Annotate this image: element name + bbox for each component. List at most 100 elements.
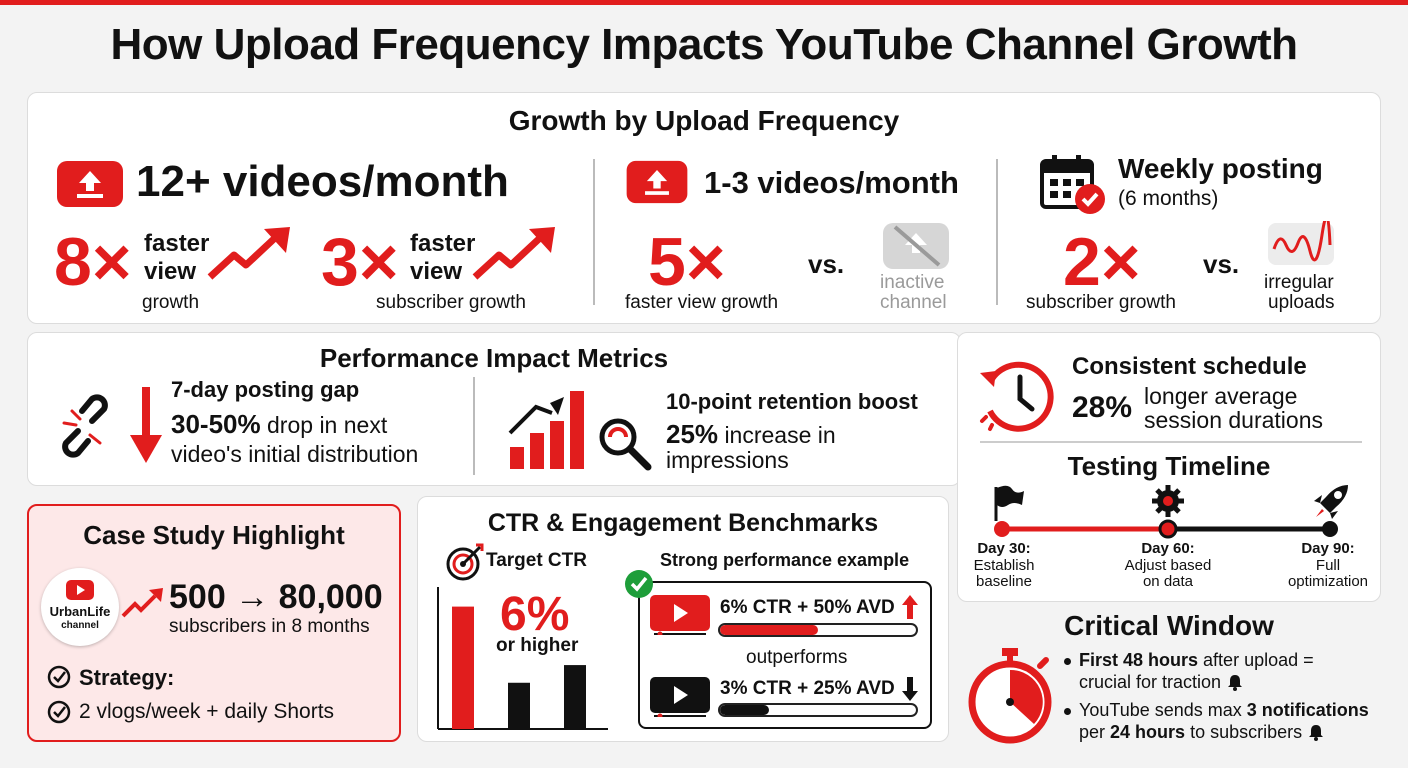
- consistent-line-2: session durations: [1144, 407, 1323, 433]
- timeline-step-line2: on data: [1142, 573, 1194, 590]
- channel-logo: UrbanLife channel: [41, 568, 119, 646]
- rising-bars-icon: [508, 391, 584, 469]
- timeline-step-2: Day 60: Adjust based on data: [1108, 540, 1228, 591]
- weekly-multiplier: 2×: [1063, 224, 1141, 300]
- growth-divider-2: [996, 159, 998, 305]
- timeline-step-day: Day 60:: [1141, 540, 1195, 557]
- high-view-label-3: growth: [142, 292, 200, 313]
- target-sub: or higher: [496, 635, 579, 656]
- case-study-card: Case Study Highlight UrbanLife channel 5…: [27, 504, 401, 742]
- channel-logo-sub: channel: [61, 620, 99, 631]
- stopwatch-icon: [968, 648, 1052, 744]
- bullet-dot: [1064, 657, 1071, 665]
- strategy-label: Strategy:: [79, 665, 175, 690]
- timeline-step-line1: Adjust based: [1124, 556, 1212, 574]
- upload-icon: [626, 160, 688, 204]
- trend-up-arrow-icon: [121, 588, 163, 618]
- wave-icon: [1268, 221, 1334, 265]
- growth-title: Growth by Upload Frequency: [508, 105, 900, 136]
- timeline-step-day: Day 90:: [1301, 540, 1355, 557]
- page-title: How Upload Frequency Impacts YouTube Cha…: [110, 20, 1298, 69]
- low-view-multiplier: 5×: [648, 224, 726, 300]
- retention-line-1: 25% increase in: [666, 419, 836, 450]
- retention-value: 25%: [666, 419, 719, 449]
- channel-logo-name: UrbanLife: [49, 604, 111, 619]
- weekly-label: subscriber growth: [1026, 292, 1176, 313]
- retention-text: increase in: [724, 422, 836, 448]
- growth-card: Growth by Upload Frequency 12+ videos/mo…: [27, 92, 1381, 324]
- performance-title: Performance Impact Metrics: [319, 343, 669, 373]
- weak-label: 3% CTR + 25% AVD: [720, 678, 895, 699]
- critical-title: Critical Window: [1064, 610, 1274, 641]
- weekly-vs: vs.: [1203, 249, 1240, 279]
- gap-text: drop in next: [267, 412, 388, 438]
- inactive-video-icon: [883, 223, 949, 269]
- down-arrow-icon: [902, 677, 918, 701]
- high-sub-multiplier: 3×: [321, 224, 399, 300]
- performance-divider: [473, 377, 475, 475]
- retention-line-2: impressions: [666, 447, 789, 473]
- weekly-heading: Weekly posting: [1118, 153, 1323, 184]
- timeline-track: [994, 519, 1338, 539]
- high-view-label-2: view: [144, 258, 197, 285]
- calendar-check-icon: [1040, 155, 1105, 214]
- play-icon: [650, 677, 710, 717]
- timeline-step-line1: Establish: [973, 556, 1035, 574]
- broken-link-icon: [62, 394, 108, 458]
- top-accent-bar: [0, 0, 1408, 5]
- example-box: [638, 581, 932, 729]
- irregular-label-1: irregular: [1264, 272, 1334, 293]
- critical-bullet-2: YouTube sends max 3 notifications per 24…: [1064, 700, 1394, 744]
- timeline-step-day: Day 30:: [977, 540, 1031, 557]
- b2-rest: to subscribers: [1190, 721, 1303, 742]
- b2-mid: per: [1079, 721, 1106, 742]
- strong-progress-fill: [720, 625, 818, 635]
- target-value: 6%: [500, 588, 570, 641]
- strong-label: 6% CTR + 50% AVD: [720, 597, 895, 618]
- gap-value: 30-50%: [171, 409, 261, 439]
- rocket-icon: [1314, 485, 1348, 519]
- target-label: Target CTR: [486, 550, 587, 571]
- ctr-bar-1: [452, 606, 474, 729]
- gap-line-1: 30-50% drop in next: [171, 409, 387, 440]
- low-vs: vs.: [808, 249, 845, 279]
- low-frequency-heading: 1-3 videos/month: [704, 165, 959, 200]
- b2-bold2: 24 hours: [1110, 721, 1186, 742]
- high-view-multiplier: 8×: [54, 224, 132, 300]
- timeline-step-3: Day 90: Full optimization: [1278, 540, 1378, 591]
- irregular-label-2: uploads: [1268, 292, 1335, 313]
- strategy-text: 2 vlogs/week + daily Shorts: [79, 700, 335, 723]
- ctr-bar-chart: [437, 587, 608, 730]
- bell-icon: [1228, 674, 1243, 691]
- down-arrow-icon: [130, 387, 162, 463]
- case-subtext: subscribers in 8 months: [169, 616, 370, 637]
- ctr-bar-2: [508, 682, 530, 729]
- b1-rest: after upload =: [1203, 650, 1314, 670]
- low-view-label: faster view growth: [625, 292, 779, 313]
- inactive-label-2: channel: [880, 292, 947, 313]
- ctr-title: CTR & Engagement Benchmarks: [487, 509, 879, 537]
- b1-line2: crucial for traction: [1079, 671, 1222, 692]
- consistent-line-1: longer average: [1144, 383, 1298, 409]
- high-frequency-heading: 12+ videos/month: [136, 157, 509, 206]
- ctr-card: CTR & Engagement Benchmarks Target CTR 6…: [417, 496, 949, 742]
- b2-pre: YouTube sends max: [1079, 700, 1242, 720]
- high-sub-label-3: subscriber growth: [376, 292, 526, 313]
- timeline-step-line1: Full: [1315, 556, 1341, 574]
- gear-icon: [1152, 485, 1184, 517]
- target-icon: [446, 543, 484, 581]
- retention-heading: 10-point retention boost: [666, 389, 918, 414]
- timeline-title: Testing Timeline: [1067, 451, 1271, 481]
- up-arrow-icon: [902, 595, 918, 619]
- check-circle-icon: [47, 665, 71, 689]
- performance-card: Performance Impact Metrics 7-day posting…: [27, 332, 961, 486]
- check-circle-icon: [47, 700, 71, 724]
- consistent-divider: [980, 441, 1362, 443]
- outperforms-text: outperforms: [746, 647, 848, 668]
- consistent-timeline-card: Consistent schedule 28% longer average s…: [957, 332, 1381, 602]
- ctr-bar-3: [564, 665, 586, 729]
- consistent-value: 28%: [1072, 391, 1133, 424]
- critical-bullet-1: First 48 hours after upload = crucial fo…: [1064, 650, 1384, 694]
- case-growth: 500 → 80,000: [169, 578, 383, 616]
- trend-up-arrow-icon: [472, 227, 555, 280]
